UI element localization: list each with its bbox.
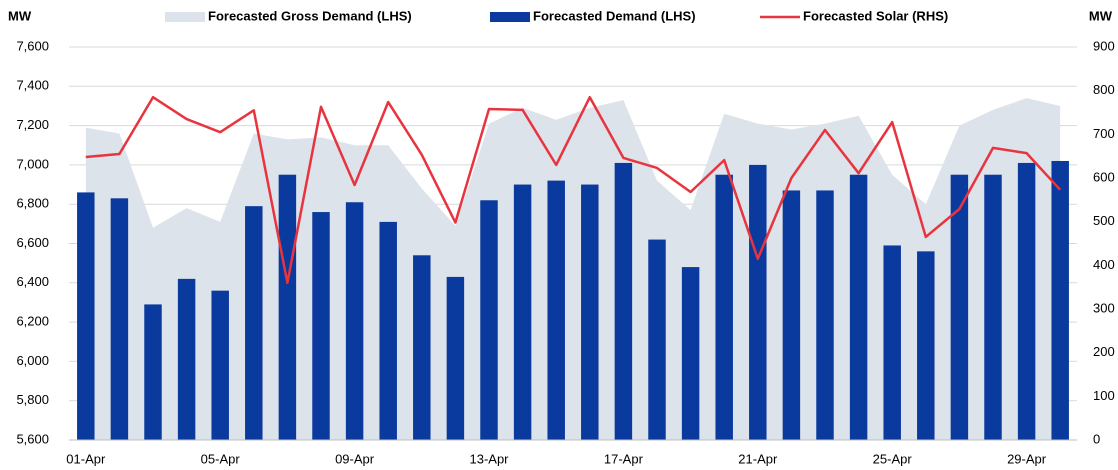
legend-label: Forecasted Demand (LHS) [533, 8, 696, 23]
bar [849, 174, 868, 440]
bar [379, 221, 397, 440]
y2-tick-label: 100 [1093, 388, 1115, 403]
bar [513, 184, 532, 440]
y-tick-label: 6,800 [16, 196, 49, 211]
bar [446, 276, 465, 440]
bar [1051, 160, 1069, 440]
y2-tick-label: 200 [1093, 344, 1115, 359]
bar [413, 255, 431, 440]
y2-tick-label: 900 [1093, 38, 1115, 53]
y-tick-label: 5,800 [16, 392, 49, 407]
bar [1017, 162, 1036, 440]
legend-label: Forecasted Solar (RHS) [803, 8, 948, 23]
bar [950, 174, 969, 440]
bar [278, 174, 297, 440]
bar [614, 162, 633, 440]
bar [480, 200, 498, 440]
bar [917, 251, 935, 440]
y-tick-label: 7,000 [16, 156, 49, 171]
bar [749, 164, 767, 440]
y2-tick-label: 500 [1093, 213, 1115, 228]
line [85, 95, 1062, 285]
bar [211, 290, 229, 440]
bar [245, 206, 263, 440]
area [85, 98, 1061, 440]
y2-tick-label: 800 [1093, 82, 1115, 97]
legend-swatch [490, 12, 530, 22]
x-tick-label: 13-Apr [469, 451, 509, 466]
x-tick-label: 21-Apr [738, 451, 778, 466]
bar [581, 184, 599, 440]
y-tick-label: 7,400 [16, 78, 49, 93]
y-tick-label: 6,600 [16, 235, 49, 250]
x-tick-label: 17-Apr [604, 451, 644, 466]
bar [883, 245, 901, 440]
y2-axis-unit: MW [1089, 8, 1113, 23]
legend-swatch [165, 12, 205, 22]
x-tick-label: 09-Apr [335, 451, 375, 466]
bar [648, 239, 666, 440]
bar [110, 198, 129, 440]
bar [345, 202, 364, 440]
y2-tick-label: 400 [1093, 257, 1115, 272]
y2-tick-label: 0 [1093, 431, 1100, 446]
legend-label: Forecasted Gross Demand (LHS) [208, 8, 412, 23]
bar [984, 174, 1002, 440]
y-tick-label: 6,000 [16, 353, 49, 368]
bar [782, 190, 801, 440]
y2-tick-label: 300 [1093, 300, 1115, 315]
bar [816, 190, 834, 440]
y2-tick-label: 600 [1093, 169, 1115, 184]
bar [312, 212, 330, 440]
y-tick-label: 5,600 [16, 431, 49, 446]
y-tick-label: 6,200 [16, 314, 49, 329]
y-tick-label: 7,200 [16, 117, 49, 132]
bar [715, 174, 733, 440]
bar [144, 304, 162, 440]
x-tick-label: 05-Apr [201, 451, 241, 466]
bar [177, 278, 196, 440]
bar [547, 180, 565, 440]
bar [681, 267, 700, 440]
y-axis-unit: MW [8, 8, 32, 23]
bar [77, 192, 95, 440]
x-tick-label: 29-Apr [1007, 451, 1047, 466]
x-tick-label: 01-Apr [66, 451, 106, 466]
y-tick-label: 7,600 [16, 38, 49, 53]
x-tick-label: 25-Apr [873, 451, 913, 466]
y-tick-label: 6,400 [16, 274, 49, 289]
y2-tick-label: 700 [1093, 126, 1115, 141]
